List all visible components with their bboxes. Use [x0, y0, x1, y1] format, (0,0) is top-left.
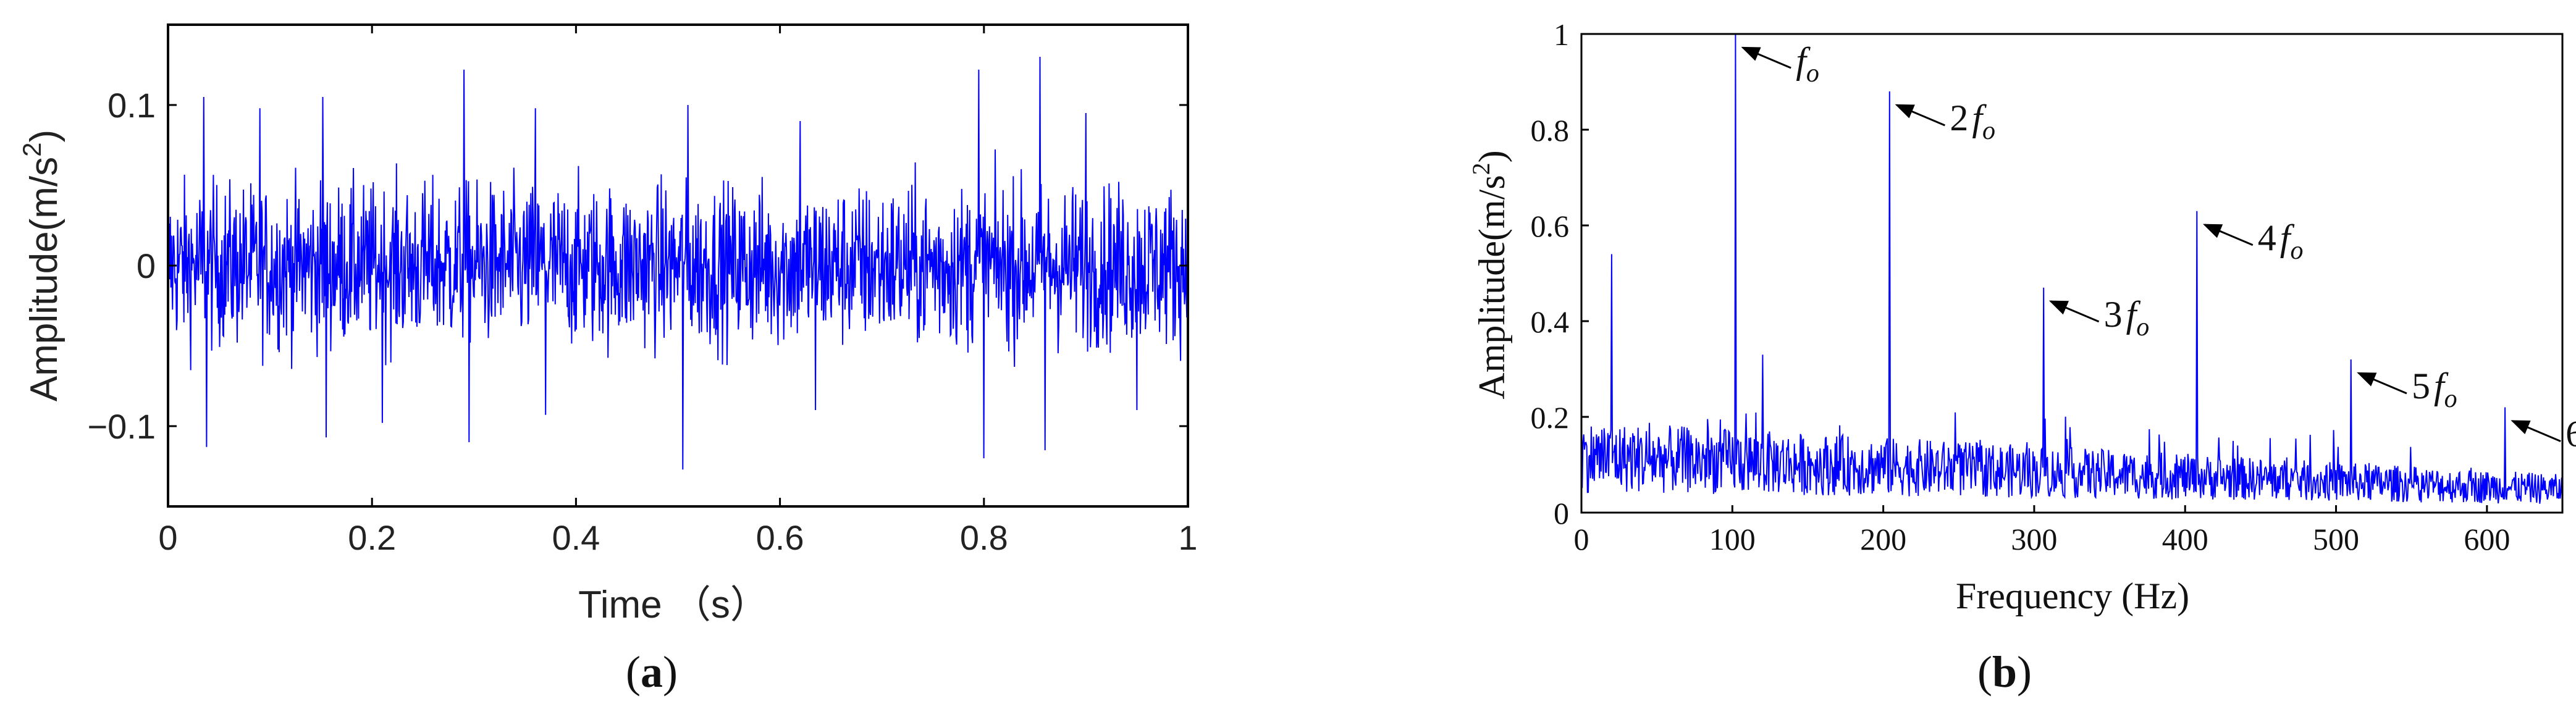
b-panel-caption: (b)	[1977, 647, 2032, 697]
b-annotation-arrow	[2048, 300, 2100, 323]
b-annotation-arrow	[2357, 372, 2407, 395]
b-x-ticks: 0 100 200 300 400 500 600	[1574, 505, 2510, 556]
panel-b-spectrum: 0 100 200 300 400 500 600 0 0.2 0.4 0.6 0.8 1 fo 2 fo…	[1467, 17, 2576, 697]
b-annotation-arrow	[2203, 224, 2254, 246]
b-y-tick-label: 1	[1554, 17, 1569, 52]
b-annotation-arrow	[1741, 46, 1791, 69]
b-spectrum-series	[1581, 33, 2563, 504]
b-y-tick-label: 0.6	[1531, 209, 1570, 243]
a-x-tick-label: 0.8	[960, 518, 1008, 557]
a-x-tick-label: 0.4	[552, 518, 600, 557]
b-y-tick-label: 0.8	[1531, 113, 1570, 148]
b-plot-frame	[1580, 33, 2564, 514]
b-annotation-arrow	[2511, 420, 2561, 442]
a-panel-caption: (a)	[626, 647, 678, 697]
a-x-tick-label: 1	[1178, 518, 1197, 557]
b-y-tick-label: 0.4	[1531, 304, 1570, 339]
b-y-axis-label: Amplitude(m/s2)	[1467, 150, 1512, 399]
b-y-ticks: 0 0.2 0.4 0.6 0.8 1	[1531, 17, 1589, 531]
a-y-tick-label: 0	[137, 246, 156, 285]
a-signal-line	[167, 56, 1189, 470]
b-harmonic-annotations: fo 2fo 3fo 4fo 5fo 6fo	[1741, 40, 2576, 461]
a-x-tick-label: 0.6	[756, 518, 804, 557]
b-x-tick-label: 600	[2464, 522, 2510, 556]
panel-a-time-signal: 0 0.2 0.4 0.6 0.8 1 −0.1 0 0.1 Time （s） Amplitu…	[17, 23, 1198, 697]
b-x-tick-label: 500	[2313, 522, 2359, 556]
b-x-tick-label: 100	[1709, 522, 1756, 556]
b-harmonic-label: 3 fo	[2104, 294, 2150, 342]
b-harmonic-label: 4 fo	[2258, 217, 2304, 265]
b-x-tick-label: 300	[2011, 522, 2057, 556]
b-spectrum-line	[1581, 33, 2563, 504]
a-y-ticks: −0.1 0 0.1	[87, 86, 1188, 446]
a-y-tick-label: −0.1	[87, 407, 156, 446]
b-harmonic-label: 6fo	[2565, 414, 2576, 461]
b-annotation-arrow	[1895, 104, 1945, 127]
a-x-ticks: 0 0.2 0.4 0.6 0.8 1	[158, 25, 1198, 557]
a-signal-series	[167, 56, 1189, 470]
b-x-tick-label: 200	[1860, 522, 1906, 556]
b-x-tick-label: 0	[1574, 522, 1589, 556]
a-x-axis-label: Time （s）	[578, 584, 768, 626]
a-x-tick-label: 0.2	[348, 518, 396, 557]
b-harmonic-label: fo	[1796, 40, 1819, 88]
a-y-axis-label: Amplitude(m/s2)	[17, 130, 65, 401]
a-x-tick-label: 0	[158, 518, 177, 557]
b-x-axis-label: Frequency (Hz)	[1956, 576, 2189, 616]
b-harmonic-label: 5 fo	[2412, 366, 2457, 413]
b-y-tick-label: 0.2	[1531, 400, 1570, 435]
a-y-tick-label: 0.1	[107, 86, 156, 125]
b-y-tick-label: 0	[1554, 496, 1569, 531]
b-harmonic-label: 2 fo	[1950, 98, 1995, 145]
b-x-tick-label: 400	[2162, 522, 2208, 556]
